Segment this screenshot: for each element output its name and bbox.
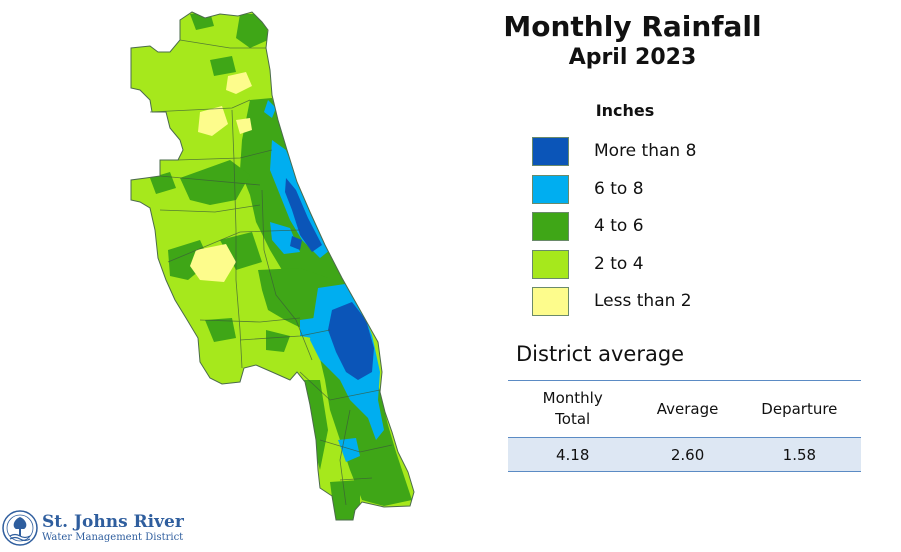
legend-label: 2 to 4 <box>594 253 644 274</box>
header-departure: Departure <box>737 380 861 438</box>
table-header-row: Monthly Total Average Departure <box>508 380 861 438</box>
map-title: Monthly Rainfall <box>503 10 762 43</box>
table-row: 4.18 2.60 1.58 <box>508 437 861 472</box>
average-value: 2.60 <box>637 437 738 472</box>
legend-swatch <box>532 249 569 279</box>
departure-value: 1.58 <box>737 437 861 472</box>
map-subtitle: April 2023 <box>568 45 697 70</box>
legend-swatch <box>532 212 569 241</box>
district-average-table: Monthly Total Average Departure 4.18 2.6… <box>508 380 861 472</box>
district-average-title: District average <box>516 342 685 366</box>
legend-label: 4 to 6 <box>594 216 644 236</box>
logo-subtitle: Water Management District <box>42 532 184 543</box>
legend-label: More than 8 <box>594 141 697 161</box>
rainfall-map <box>130 11 415 521</box>
district-seal-icon <box>2 510 38 546</box>
logo-name: St. Johns River <box>42 512 184 532</box>
header-average: Average <box>637 380 738 438</box>
sjrwmd-logo: St. Johns River Water Management Distric… <box>2 510 192 548</box>
header-monthly-total-label: Monthly Total <box>542 389 603 428</box>
legend-swatch <box>532 174 569 204</box>
legend-swatch <box>532 137 569 166</box>
legend-label: 6 to 8 <box>594 178 644 199</box>
legend-swatch <box>532 287 569 316</box>
legend-units: Inches <box>595 101 655 120</box>
legend-label: Less than 2 <box>594 291 692 311</box>
monthly-total-value: 4.18 <box>508 437 638 472</box>
header-monthly-total: Monthly Total <box>508 380 638 438</box>
